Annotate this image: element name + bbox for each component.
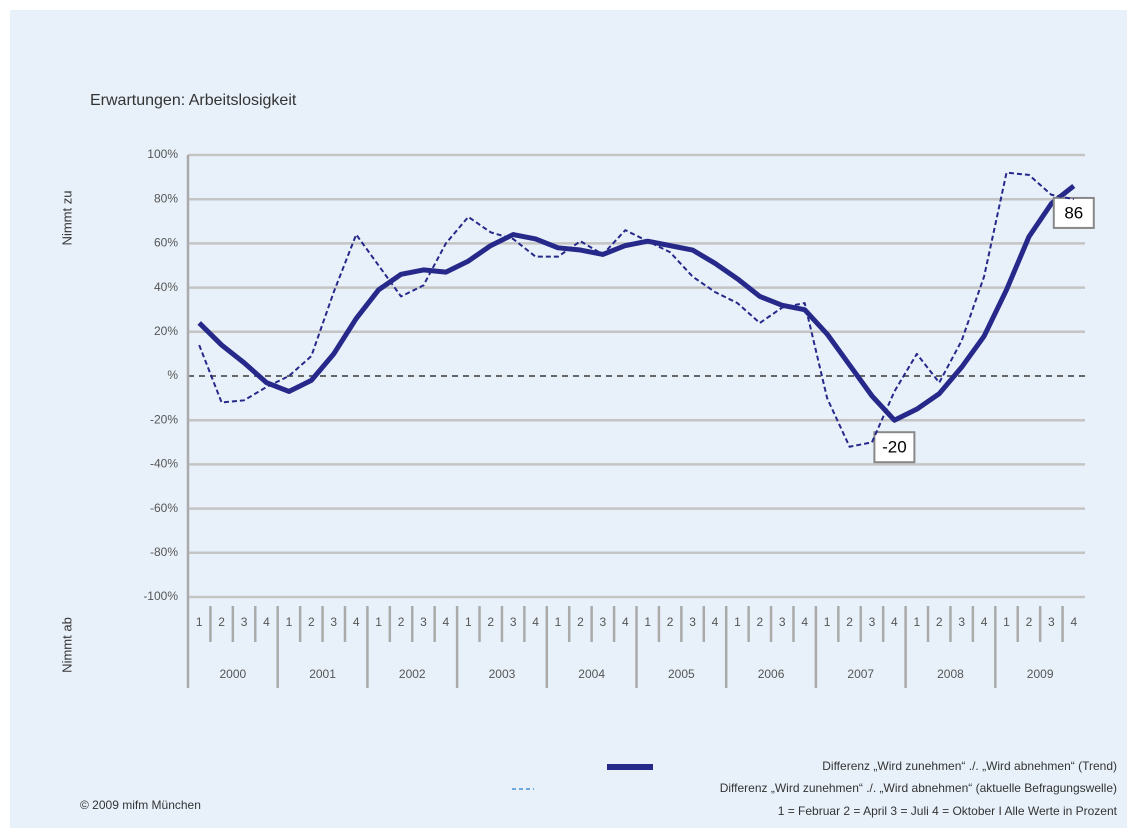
y-tick-label: -40% [150, 457, 178, 471]
x-tick-label: 2 [846, 615, 853, 629]
y-tick-label: -20% [150, 412, 178, 426]
x-tick-label: 4 [622, 615, 629, 629]
x-tick-label: 2 [1026, 615, 1033, 629]
x-tick-label: 3 [241, 615, 248, 629]
year-label: 2009 [1027, 667, 1054, 681]
y-tick-label: 20% [154, 324, 178, 338]
x-tick-label: 4 [891, 615, 898, 629]
year-label: 2003 [489, 667, 516, 681]
x-tick-label: 3 [869, 615, 876, 629]
year-label: 2001 [309, 667, 336, 681]
chart-title: Erwartungen: Arbeitslosigkeit [90, 92, 297, 109]
x-tick-label: 2 [218, 615, 225, 629]
x-tick-label: 2 [308, 615, 315, 629]
x-tick-label: 2 [936, 615, 943, 629]
x-tick-label: 2 [398, 615, 405, 629]
x-tick-label: 4 [353, 615, 360, 629]
year-label: 2008 [937, 667, 964, 681]
y-tick-label: -100% [143, 589, 178, 603]
x-tick-label: 2 [487, 615, 494, 629]
data-label-box [873, 431, 916, 464]
legend-label: Differenz „Wird zunehmen“ ./. „Wird abne… [720, 781, 1117, 795]
year-label: 2006 [758, 667, 785, 681]
x-tick-label: 2 [667, 615, 674, 629]
y-tick-label: 60% [154, 236, 178, 250]
x-tick-label: 1 [465, 615, 472, 629]
y-tick-label: 80% [154, 191, 178, 205]
year-label: 2000 [219, 667, 246, 681]
x-tick-label: 3 [958, 615, 965, 629]
x-tick-label: 2 [577, 615, 584, 629]
data-label: 86 [1064, 203, 1083, 222]
x-tick-label: 3 [420, 615, 427, 629]
x-tick-label: 4 [801, 615, 808, 629]
x-tick-label: 4 [443, 615, 450, 629]
x-tick-label: 3 [689, 615, 696, 629]
x-tick-label: 4 [532, 615, 539, 629]
legend-label: Differenz „Wird zunehmen“ ./. „Wird abne… [822, 759, 1117, 773]
x-tick-label: 4 [712, 615, 719, 629]
y-tick-label: -60% [150, 501, 178, 515]
x-tick-label: 3 [510, 615, 517, 629]
x-tick-label: 1 [555, 615, 562, 629]
y-label-top: Nimmt zu [59, 191, 74, 246]
y-tick-label: 40% [154, 280, 178, 294]
data-label-box [1052, 196, 1095, 229]
x-tick-label: 4 [1070, 615, 1077, 629]
year-label: 2007 [847, 667, 874, 681]
y-label-bottom: Nimmt ab [59, 617, 74, 673]
line-trend [197, 183, 1076, 423]
y-tick-label: % [167, 368, 178, 382]
x-tick-label: 1 [644, 615, 651, 629]
x-tick-label: 1 [1003, 615, 1010, 629]
data-label: -20 [882, 438, 907, 457]
x-tick-label: 1 [824, 615, 831, 629]
x-tick-label: 3 [1048, 615, 1055, 629]
year-label: 2002 [399, 667, 426, 681]
copyright: © 2009 mifm München [80, 798, 201, 812]
x-tick-label: 1 [734, 615, 741, 629]
year-label: 2004 [578, 667, 605, 681]
x-tick-label: 2 [756, 615, 763, 629]
x-tick-label: 1 [913, 615, 920, 629]
y-tick-label: -80% [150, 545, 178, 559]
y-tick-label: 100% [147, 147, 178, 161]
footnote: 1 = Februar 2 = April 3 = Juli 4 = Oktob… [778, 804, 1118, 818]
x-tick-label: 4 [263, 615, 270, 629]
x-tick-label: 3 [600, 615, 607, 629]
x-tick-label: 1 [196, 615, 203, 629]
x-tick-label: 1 [375, 615, 382, 629]
x-tick-label: 1 [286, 615, 293, 629]
x-tick-label: 4 [981, 615, 988, 629]
year-label: 2005 [668, 667, 695, 681]
x-tick-label: 3 [330, 615, 337, 629]
x-tick-label: 3 [779, 615, 786, 629]
